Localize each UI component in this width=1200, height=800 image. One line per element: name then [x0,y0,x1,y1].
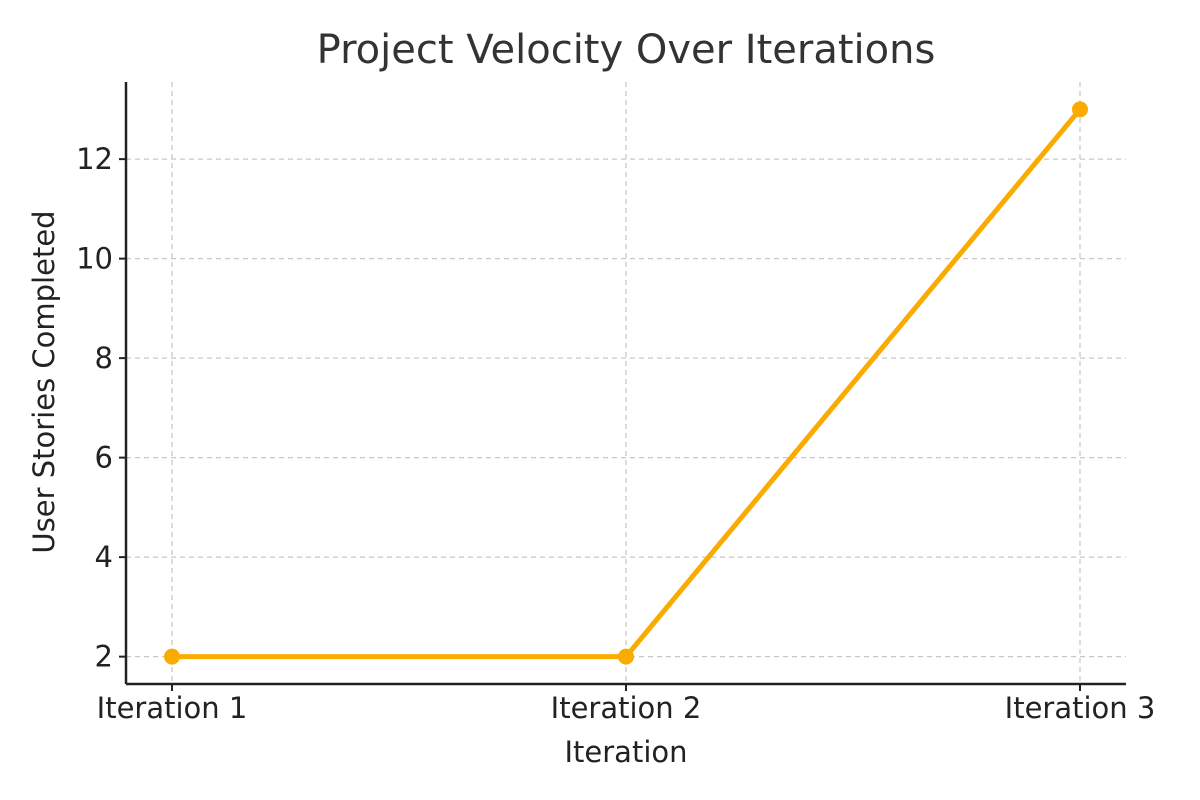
x-tick-label: Iteration 1 [97,691,248,725]
x-tick-label: Iteration 3 [1005,691,1156,725]
y-tick-label: 4 [95,540,113,574]
y-tick-label: 6 [95,441,113,475]
x-tick-label: Iteration 2 [551,691,702,725]
tick-labels: Iteration 1 Iteration 2 Iteration 3 2 4 6 8 10 1… [76,142,1155,725]
y-tick-label: 8 [95,341,113,375]
x-axis-label: Iteration [564,735,687,769]
y-axis-label: User Stories Completed [27,210,61,553]
data-point [164,648,180,665]
data-point [618,648,634,665]
data-point [1072,101,1088,118]
y-tick-label: 12 [76,142,113,176]
series-layer [164,101,1088,665]
y-tick-label: 2 [95,640,113,674]
grid-lines [126,82,1126,684]
chart-title: Project Velocity Over Iterations [317,27,936,73]
axes [119,82,1126,691]
y-tick-label: 10 [76,242,113,276]
